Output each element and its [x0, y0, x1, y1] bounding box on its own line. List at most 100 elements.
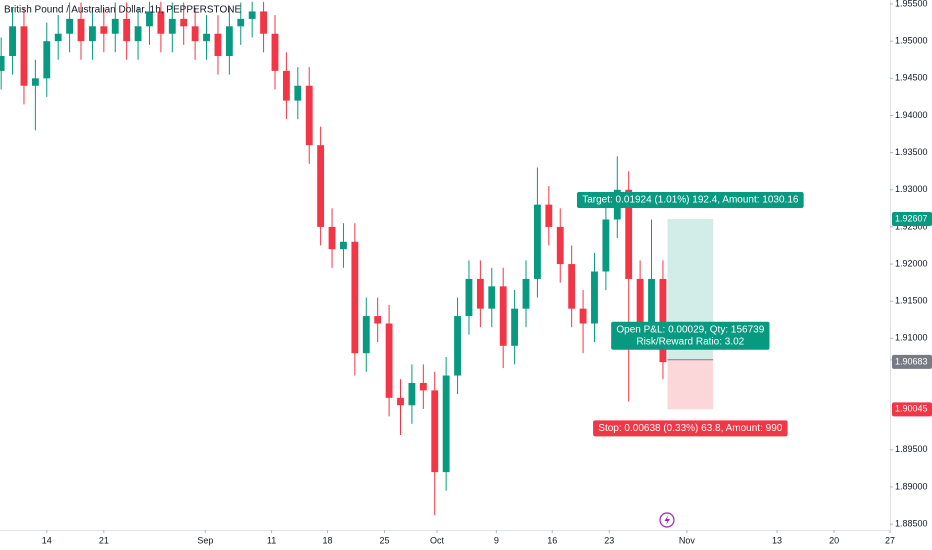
candle-body: [168, 18, 176, 34]
x-tick-label: 27: [885, 535, 895, 545]
candle-body: [180, 18, 188, 27]
candle-body: [294, 85, 302, 101]
candle-body: [648, 278, 655, 324]
candle-body: [499, 286, 507, 346]
stop-label-text: Stop: 0.00638 (0.33%) 63.8, Amount: 990: [598, 423, 782, 434]
pnl-label: Open P&L: 0.00029, Qty: 156739Risk/Rewar…: [611, 321, 770, 350]
x-tick-label: Nov: [679, 535, 696, 545]
x-tick-label: 16: [547, 535, 557, 545]
candle-body: [476, 278, 484, 309]
candle-body: [89, 26, 96, 42]
y-tick-label: 1.91000: [895, 333, 928, 343]
y-tick-label: 1.95000: [895, 36, 928, 46]
y-tick-label: 1.89500: [895, 444, 928, 454]
candle-body: [591, 271, 598, 324]
candle-body: [31, 78, 39, 86]
candle-body: [397, 397, 404, 406]
candle-body: [282, 70, 290, 101]
candle-body: [20, 26, 28, 86]
x-tick-label: 25: [380, 535, 390, 545]
candle-body: [111, 18, 119, 34]
stop-label: Stop: 0.00638 (0.33%) 63.8, Amount: 990: [593, 420, 788, 437]
lightning-icon[interactable]: [659, 512, 675, 528]
candle-body: [636, 278, 644, 324]
x-tick-label: Oct: [430, 535, 445, 545]
candle-body: [488, 286, 496, 309]
candle-body: [66, 18, 74, 34]
target-label-text: Target: 0.01924 (1.01%) 192.4, Amount: 1…: [582, 195, 799, 206]
candle-body: [408, 382, 416, 406]
y-tick-label: 1.93000: [895, 184, 928, 194]
candle-body: [419, 382, 427, 391]
y-tick-label: 1.92500: [895, 221, 928, 231]
x-tick-label: 18: [322, 535, 332, 545]
stop-label-box: [593, 420, 788, 437]
target-label-box: [576, 191, 804, 208]
candle-body: [522, 278, 530, 309]
candle-body: [568, 264, 576, 309]
candle-body: [374, 316, 382, 324]
candle-body: [271, 33, 279, 71]
candle-body: [9, 26, 16, 57]
y-tick-label: 1.94500: [895, 73, 928, 83]
candle-body: [214, 33, 222, 57]
candle-body: [191, 26, 199, 42]
y-tick-label: 1.93500: [895, 147, 928, 157]
price-badge: [892, 402, 932, 417]
candle-body: [442, 375, 450, 473]
candle-body: [454, 316, 461, 376]
candle-body: [351, 241, 359, 354]
x-tick-label: 14: [42, 535, 52, 545]
candle-body: [225, 26, 233, 57]
pnl-label-text: Open P&L: 0.00029, Qty: 156739: [616, 324, 764, 335]
candle-body: [317, 145, 325, 227]
x-tick-label: 11: [267, 535, 276, 545]
loss-zone: [667, 359, 714, 410]
candle-body: [625, 189, 633, 279]
pnl-label-text: Risk/Reward Ratio: 3.02: [636, 336, 744, 347]
candle-body: [237, 18, 245, 27]
candle-body: [260, 11, 267, 34]
candle-body: [385, 323, 393, 398]
y-tick-label: 1.88500: [895, 519, 928, 529]
candle-body: [146, 11, 153, 27]
candle-body: [328, 226, 336, 250]
candle-body: [123, 18, 131, 42]
candle-body: [100, 26, 108, 34]
candle-body: [203, 33, 210, 42]
candle-body: [157, 11, 165, 34]
candle-body: [545, 204, 553, 227]
y-tick-label: 1.91500: [895, 296, 928, 306]
candle-body: [511, 308, 519, 346]
price-badge-label: 1.92607: [895, 213, 928, 223]
price-badge-label: 1.90045: [895, 404, 928, 414]
candle-body: [134, 26, 142, 42]
candle-body: [77, 18, 85, 42]
y-tick-label: 1.92000: [895, 258, 928, 268]
candle-body: [43, 41, 51, 79]
price-badge-label: 1.90683: [895, 356, 928, 366]
y-tick-label: 1.89000: [895, 481, 928, 491]
chart-title: British Pound / Australian Dollar, 1h, P…: [4, 5, 241, 16]
price-badge: [892, 354, 932, 369]
y-tick-label: 1.95500: [895, 0, 928, 8]
candle-body: [54, 33, 62, 42]
candle-body: [340, 241, 347, 250]
y-tick-label: 1.94000: [895, 110, 928, 120]
icon-bolt[interactable]: [664, 515, 671, 525]
x-tick-label: 21: [99, 535, 109, 545]
x-tick-label: 9: [494, 535, 499, 545]
x-tick-label: 13: [772, 535, 782, 545]
x-tick-label: 23: [604, 535, 614, 545]
candle-body: [556, 226, 564, 265]
pnl-label-box: [611, 321, 770, 350]
candle-body: [465, 278, 473, 317]
x-tick-label: Sep: [197, 535, 213, 545]
target-label: Target: 0.01924 (1.01%) 192.4, Amount: 1…: [576, 191, 804, 208]
candle-body: [305, 85, 313, 146]
candle-body: [431, 390, 439, 473]
candle-body: [579, 308, 587, 324]
